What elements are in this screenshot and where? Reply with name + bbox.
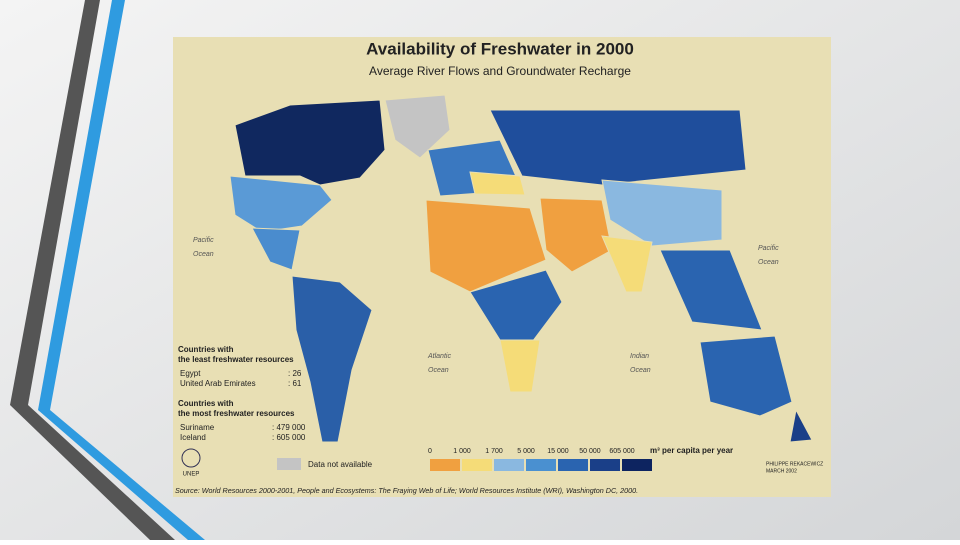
legend-swatch: [526, 459, 556, 471]
southeast-asia: [659, 249, 763, 331]
country: Suriname: [180, 423, 215, 432]
box-heading: Countries with: [178, 345, 234, 354]
amount: : 61: [288, 379, 302, 388]
india: [601, 235, 653, 293]
central-africa: [469, 269, 563, 343]
china: [601, 179, 723, 247]
box-heading: Countries with: [178, 399, 234, 408]
legend-swatch: [494, 459, 524, 471]
most-box: Countries with the most freshwater resou…: [178, 399, 306, 442]
legend-unit: m³ per capita per year: [650, 446, 733, 455]
greenland: [384, 94, 451, 159]
ocean-label: Ocean: [630, 367, 651, 374]
legend-break: 0: [428, 448, 432, 455]
map-title: Availability of Freshwater in 2000: [366, 39, 634, 58]
central-america: [251, 227, 301, 271]
amount: : 26: [288, 369, 302, 378]
credit: PHILIPPE REKACEWICZ: [766, 461, 823, 467]
middle-east: [539, 197, 613, 273]
box-heading: the least freshwater resources: [178, 355, 294, 364]
south-america: [291, 275, 373, 443]
ocean-label: Ocean: [428, 367, 449, 374]
ocean-label: Ocean: [758, 259, 779, 266]
ocean-label: Pacific: [193, 237, 214, 244]
north-africa: [425, 199, 547, 293]
country: United Arab Emirates: [180, 379, 256, 388]
legend-break: 1 700: [485, 448, 503, 455]
ocean-label: Indian: [630, 353, 649, 360]
russia: [489, 109, 747, 186]
no-data-label: Data not available: [308, 460, 373, 469]
legend-break: 50 000: [579, 448, 601, 455]
legend-break: 605 000: [609, 448, 634, 455]
stripe-blue: [38, 0, 205, 540]
legend-break: 1 000: [453, 448, 471, 455]
map-shapes: [229, 94, 813, 443]
east-europe: [469, 171, 526, 196]
least-box: Countries with the least freshwater reso…: [178, 345, 302, 388]
source: Source: World Resources 2000-2001, Peopl…: [175, 486, 638, 495]
country: Iceland: [180, 433, 206, 442]
australia: [699, 335, 793, 417]
legend-swatch: [622, 459, 652, 471]
unep-logo: UNEP: [183, 472, 200, 478]
amount: : 479 000: [272, 423, 306, 432]
canada: [234, 99, 386, 186]
usa: [229, 175, 333, 233]
legend-swatch: [430, 459, 460, 471]
box-heading: the most freshwater resources: [178, 409, 295, 418]
map-subtitle: Average River Flows and Groundwater Rech…: [369, 64, 631, 78]
south-africa: [499, 339, 541, 393]
amount: : 605 000: [272, 433, 306, 442]
ocean-label: Pacific: [758, 245, 779, 252]
new-zealand: [789, 408, 813, 443]
legend-swatch: [558, 459, 588, 471]
credit: MARCH 2002: [766, 468, 797, 474]
legend-swatch: [590, 459, 620, 471]
legend-break: 15 000: [547, 448, 569, 455]
country: Egypt: [180, 369, 201, 378]
ocean-label: Ocean: [193, 251, 214, 258]
no-data-swatch: [277, 458, 301, 470]
unep-emblem: [181, 448, 201, 468]
stripe-dark: [10, 0, 175, 540]
legend-break: 5 000: [517, 448, 535, 455]
legend-swatch: [462, 459, 492, 471]
legend: m³ per capita per year 0 1 000 1 700 5 000 1…: [428, 446, 733, 471]
ocean-label: Atlantic: [427, 353, 451, 360]
